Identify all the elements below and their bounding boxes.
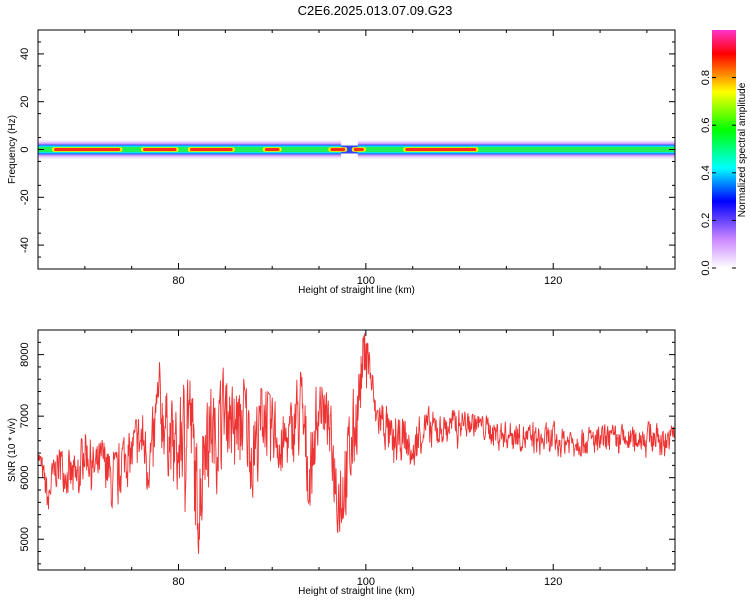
y-tick-label: -20 <box>19 189 31 205</box>
x-tick-label: 100 <box>357 275 375 287</box>
y-tick-label: 6000 <box>19 465 31 489</box>
colorbar-tick-label: 0.4 <box>700 165 712 180</box>
snr-frame <box>37 329 676 571</box>
peak-segment-5 <box>353 148 364 151</box>
peak-segment-2 <box>189 148 233 151</box>
x-tick-label: 120 <box>544 275 562 287</box>
band-gap-core <box>341 145 358 154</box>
spectral-band <box>38 140 675 159</box>
y-axis-label: SNR (10 * v/v) <box>7 418 18 482</box>
colorbar-gradient <box>712 30 736 268</box>
peak-segment-0 <box>54 148 121 151</box>
colorbar-tick-label: 0.6 <box>700 118 712 133</box>
y-tick-label: 40 <box>19 48 31 60</box>
y-tick-label: 8000 <box>19 342 31 366</box>
peak-segment-6 <box>405 148 477 151</box>
snr-panel: 80 100 120 8000 7000 6000 5000 Height of straig… <box>7 329 676 597</box>
colorbar: Normalized spectral amplitude 0.0 0.2 0.4 0… <box>700 30 748 276</box>
y-tick-label: -40 <box>19 237 31 253</box>
x-axis-label: Height of straight line (km) <box>298 285 415 296</box>
y-tick-label: 0 <box>19 146 31 152</box>
y-tick-label: 5000 <box>19 527 31 551</box>
colorbar-label: Normalized spectral amplitude <box>737 82 748 217</box>
x-tick-label: 100 <box>357 576 375 588</box>
x-tick-label: 80 <box>172 275 184 287</box>
colorbar-tick-label: 0.2 <box>700 213 712 228</box>
spectrogram-panel: 80 100 120 40 20 0 -20 -40 Height of straight li… <box>7 29 676 296</box>
colorbar-tick-label: 0.8 <box>700 70 712 85</box>
peak-segment-3 <box>264 148 280 151</box>
y-tick-label: 20 <box>19 96 31 108</box>
chart-title: C2E6.2025.013.07.09.G23 <box>298 3 453 18</box>
peak-segment-4 <box>330 148 346 151</box>
peak-segment-1 <box>143 148 177 151</box>
x-axis-label: Height of straight line (km) <box>298 586 415 597</box>
snr-series-line <box>38 333 675 554</box>
x-tick-label: 120 <box>544 576 562 588</box>
x-tick-label: 80 <box>172 576 184 588</box>
y-axis-label: Frequency (Hz) <box>7 115 18 184</box>
colorbar-tick-label: 0.0 <box>700 260 712 275</box>
y-tick-label: 7000 <box>19 404 31 428</box>
